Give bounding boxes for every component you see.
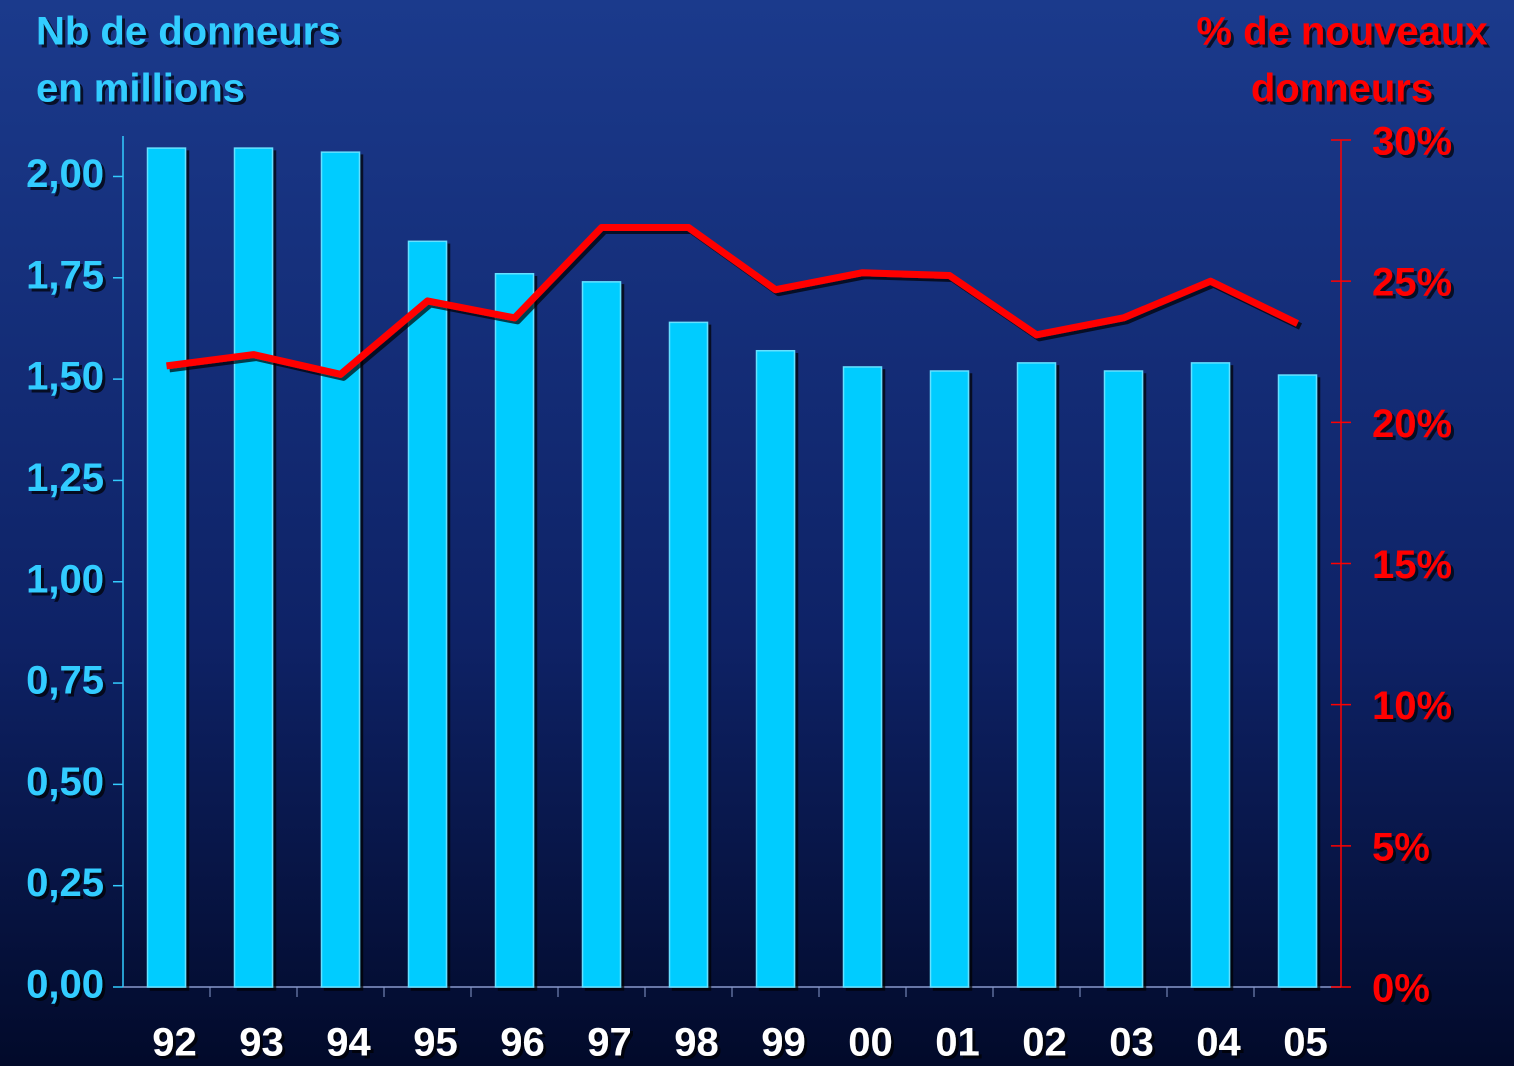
bar	[581, 281, 622, 988]
y2-axis-title: donneurs	[1251, 67, 1433, 111]
bar	[668, 321, 709, 988]
bar	[1190, 362, 1231, 988]
y-tick-label: 0,75	[26, 659, 104, 703]
x-tick-label: 92	[152, 1021, 197, 1065]
y-tick-label: 0,50	[26, 760, 104, 804]
bar	[842, 366, 883, 988]
plot: Nb de donneurs en millions % de nouveaux do…	[26, 10, 1487, 1065]
y2-tick-label: 30%	[1372, 120, 1452, 164]
y-tick-label: 2,00	[26, 152, 104, 196]
bar	[320, 151, 361, 988]
x-tick-label: 96	[500, 1021, 545, 1065]
x-tick-label: 01	[935, 1021, 980, 1065]
x-tick-label: 02	[1022, 1021, 1067, 1065]
y2-tick-label: 0%	[1372, 967, 1430, 1011]
bar	[755, 349, 796, 988]
x-tick-label: 05	[1283, 1021, 1328, 1065]
y2-tick-label: 5%	[1372, 825, 1430, 869]
bar	[1016, 362, 1057, 988]
x-tick-label: 04	[1196, 1021, 1241, 1065]
y-tick-label: 0,25	[26, 861, 104, 905]
bar	[1103, 370, 1144, 988]
x-tick-label: 00	[848, 1021, 893, 1065]
y2-tick-label: 10%	[1372, 684, 1452, 728]
y-tick-label: 0,00	[26, 963, 104, 1007]
bar	[233, 147, 274, 988]
y-tick-label: 1,50	[26, 355, 104, 399]
x-tick-label: 93	[239, 1021, 284, 1065]
x-tick-label: 97	[587, 1021, 632, 1065]
x-tick-label: 98	[674, 1021, 719, 1065]
x-tick-label: 94	[326, 1021, 371, 1065]
x-tick-label: 03	[1109, 1021, 1154, 1065]
bar	[494, 272, 535, 988]
y-axis-title: en millions	[36, 67, 245, 111]
bar	[1277, 374, 1318, 988]
y2-tick-label: 20%	[1372, 402, 1452, 446]
bar	[929, 370, 970, 988]
bar	[407, 240, 448, 988]
y2-tick-label: 25%	[1372, 261, 1452, 305]
y-tick-label: 1,25	[26, 456, 104, 500]
bar	[146, 147, 187, 988]
y-axis-title: Nb de donneurs	[36, 10, 340, 54]
x-tick-label: 99	[761, 1021, 806, 1065]
y2-axis-title: % de nouveaux	[1196, 10, 1487, 54]
y-tick-label: 1,75	[26, 253, 104, 297]
line	[166, 224, 1300, 378]
y2-tick-label: 15%	[1372, 543, 1452, 587]
y-tick-label: 1,00	[26, 557, 104, 601]
x-tick-label: 95	[413, 1021, 458, 1065]
